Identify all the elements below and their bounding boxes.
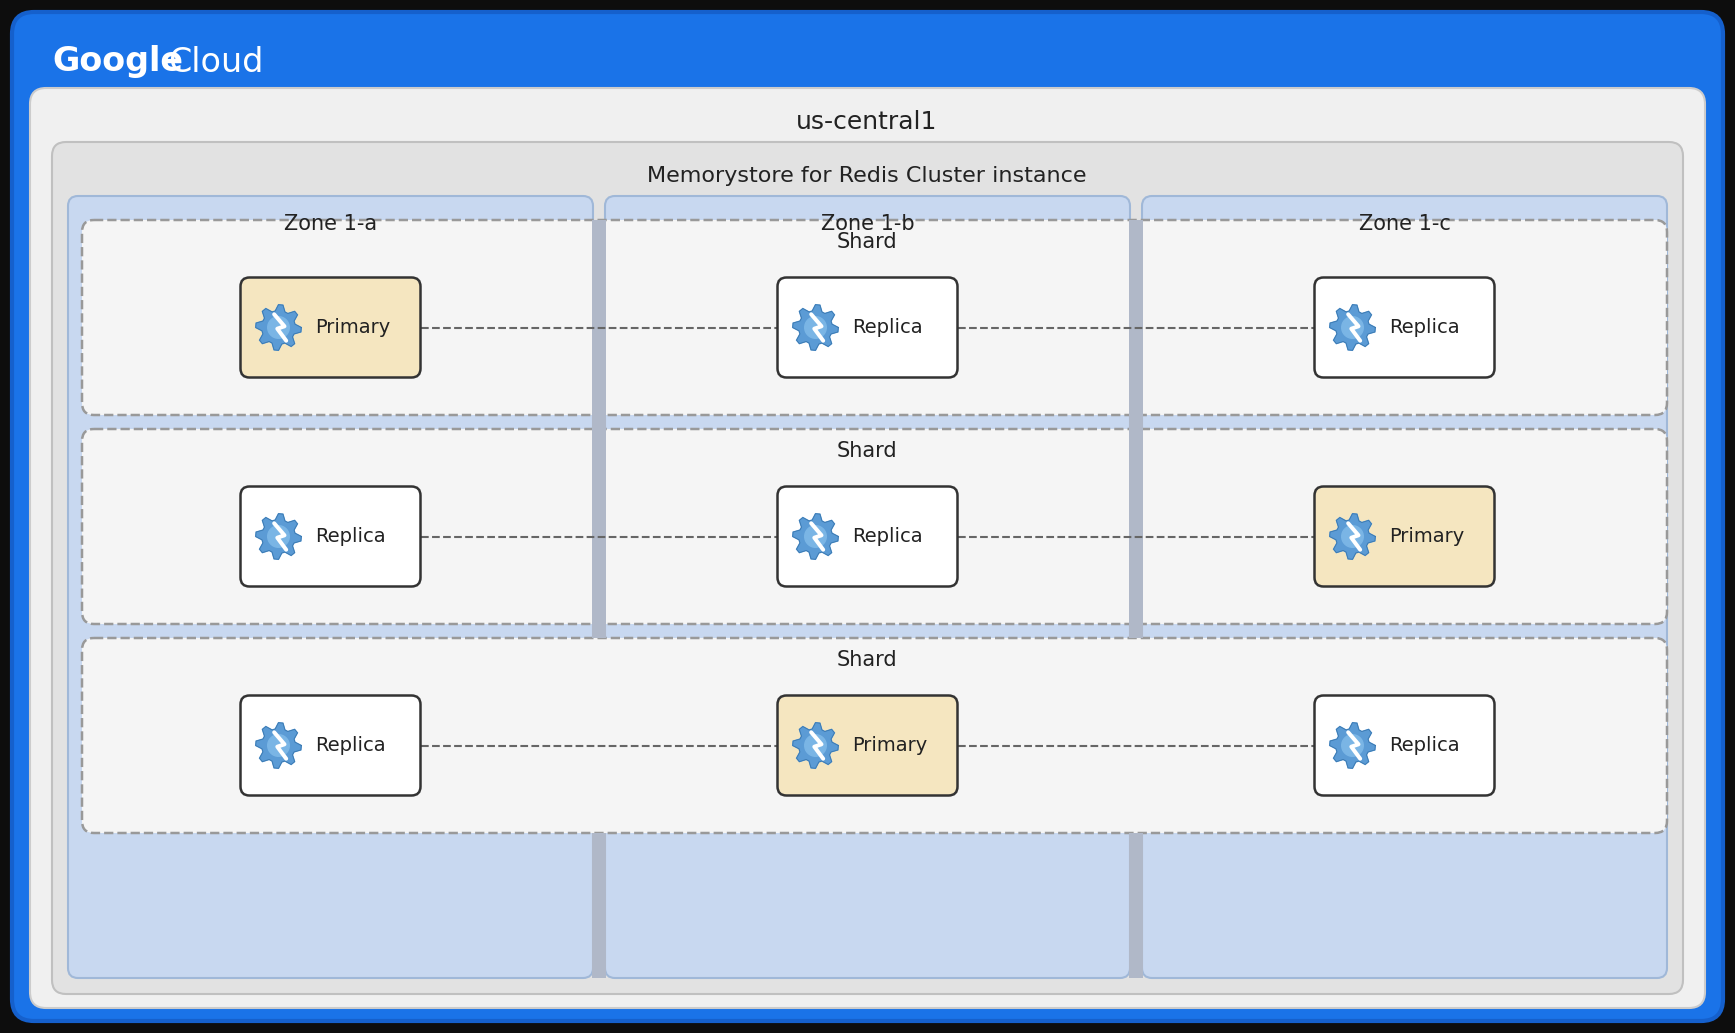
Circle shape: [805, 526, 826, 547]
Polygon shape: [793, 305, 838, 350]
Circle shape: [267, 734, 290, 756]
FancyBboxPatch shape: [241, 278, 420, 377]
Bar: [592, 246, 606, 429]
FancyBboxPatch shape: [82, 638, 1667, 833]
Circle shape: [1341, 317, 1364, 338]
Bar: [592, 833, 606, 978]
FancyBboxPatch shape: [82, 220, 1667, 415]
FancyBboxPatch shape: [68, 196, 593, 978]
Bar: [592, 624, 606, 638]
FancyBboxPatch shape: [777, 695, 958, 795]
Bar: [1129, 833, 1143, 978]
FancyBboxPatch shape: [1315, 278, 1494, 377]
Circle shape: [267, 317, 290, 338]
FancyBboxPatch shape: [12, 12, 1723, 1021]
Circle shape: [1341, 526, 1364, 547]
Polygon shape: [793, 513, 838, 559]
Text: Primary: Primary: [852, 735, 928, 755]
Bar: [592, 415, 606, 429]
Bar: [1129, 624, 1143, 638]
Bar: [1129, 246, 1143, 429]
Polygon shape: [255, 305, 302, 350]
Polygon shape: [255, 513, 302, 559]
FancyBboxPatch shape: [29, 88, 1706, 1008]
Text: Primary: Primary: [1390, 527, 1464, 546]
Text: Shard: Shard: [836, 232, 897, 252]
Polygon shape: [1329, 513, 1376, 559]
FancyBboxPatch shape: [1315, 695, 1494, 795]
Text: Zone 1-b: Zone 1-b: [821, 214, 914, 234]
Text: Memorystore for Redis Cluster instance: Memorystore for Redis Cluster instance: [647, 166, 1086, 186]
Text: Replica: Replica: [316, 735, 387, 755]
Text: Cloud: Cloud: [168, 45, 264, 79]
Polygon shape: [793, 723, 838, 769]
Bar: [592, 246, 606, 638]
Text: Shard: Shard: [836, 441, 897, 461]
FancyBboxPatch shape: [1315, 487, 1494, 587]
Bar: [1129, 415, 1143, 429]
Text: us-central1: us-central1: [796, 109, 937, 134]
FancyBboxPatch shape: [52, 142, 1683, 994]
Bar: [1129, 246, 1143, 638]
FancyBboxPatch shape: [606, 196, 1129, 978]
Text: Zone 1-c: Zone 1-c: [1359, 214, 1450, 234]
FancyBboxPatch shape: [777, 487, 958, 587]
Circle shape: [1341, 734, 1364, 756]
Text: Primary: Primary: [316, 318, 390, 337]
Polygon shape: [1329, 723, 1376, 769]
Text: Replica: Replica: [852, 527, 923, 546]
Text: Replica: Replica: [316, 527, 387, 546]
FancyBboxPatch shape: [1142, 196, 1667, 978]
Circle shape: [267, 526, 290, 547]
Text: Shard: Shard: [836, 650, 897, 670]
FancyBboxPatch shape: [82, 429, 1667, 624]
Text: Zone 1-a: Zone 1-a: [285, 214, 376, 234]
Polygon shape: [255, 723, 302, 769]
Text: Replica: Replica: [852, 318, 923, 337]
Bar: [1129, 220, 1143, 246]
Circle shape: [805, 317, 826, 338]
Bar: [592, 220, 606, 246]
FancyBboxPatch shape: [777, 278, 958, 377]
Text: Google: Google: [52, 45, 182, 79]
FancyBboxPatch shape: [241, 487, 420, 587]
Polygon shape: [1329, 305, 1376, 350]
FancyBboxPatch shape: [241, 695, 420, 795]
Circle shape: [805, 734, 826, 756]
Text: Replica: Replica: [1390, 735, 1461, 755]
Text: Replica: Replica: [1390, 318, 1461, 337]
